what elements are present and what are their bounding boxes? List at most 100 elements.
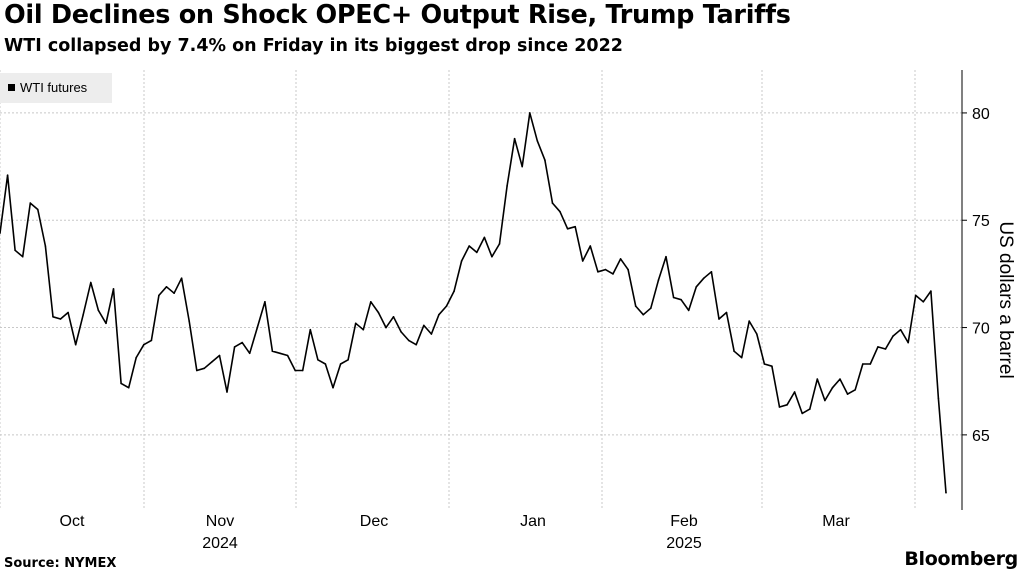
- x-tick-label: Mar: [822, 513, 850, 530]
- data-point: [884, 348, 887, 350]
- data-point: [892, 335, 894, 337]
- data-point: [445, 305, 448, 307]
- data-point: [642, 313, 645, 316]
- data-point: [317, 359, 319, 361]
- data-point: [44, 245, 47, 247]
- legend-label: WTI futures: [20, 80, 88, 95]
- data-point: [286, 354, 289, 357]
- y-tick-label: 75: [972, 213, 990, 230]
- source-note: Source: NYMEX: [4, 556, 117, 571]
- x-tick-year-label: 2024: [202, 535, 238, 552]
- data-point: [460, 260, 463, 262]
- data-point: [665, 255, 667, 258]
- data-point: [809, 408, 811, 410]
- data-point: [476, 251, 478, 254]
- data-point: [831, 386, 834, 389]
- data-point: [604, 268, 607, 271]
- data-point: [37, 208, 39, 211]
- data-point: [536, 140, 539, 142]
- data-point: [21, 255, 24, 258]
- data-point: [680, 298, 682, 301]
- data-point: [869, 363, 872, 365]
- data-point: [264, 301, 266, 303]
- data-point: [362, 328, 365, 331]
- data-point: [657, 279, 660, 282]
- x-tick-label: Feb: [670, 513, 698, 530]
- data-point: [725, 311, 728, 314]
- data-point: [733, 350, 735, 353]
- y-tick-labels: 65 70 75 80: [962, 106, 990, 445]
- y-tick-label: 65: [972, 428, 990, 445]
- data-point: [347, 359, 349, 361]
- data-point: [566, 228, 569, 230]
- data-point: [74, 343, 77, 346]
- data-point: [233, 346, 236, 348]
- data-point: [786, 404, 788, 406]
- data-point: [173, 292, 175, 295]
- data-point: [771, 365, 773, 368]
- data-point: [839, 378, 841, 380]
- data-point: [672, 296, 675, 299]
- data-point: [226, 391, 228, 393]
- data-point: [695, 286, 698, 288]
- data-point: [763, 363, 766, 365]
- data-point: [430, 333, 433, 335]
- data-point: [339, 363, 342, 365]
- data-point: [483, 236, 486, 239]
- data-point: [937, 397, 940, 400]
- data-point: [687, 309, 690, 312]
- data-point: [90, 281, 92, 284]
- data-point: [332, 386, 334, 389]
- data-point: [559, 210, 561, 213]
- y-tick-label: 80: [972, 106, 990, 123]
- data-point: [82, 313, 84, 316]
- data-point: [241, 341, 243, 344]
- data-point: [756, 333, 758, 335]
- data-point: [862, 363, 864, 365]
- data-point: [97, 309, 100, 312]
- data-point: [922, 301, 925, 303]
- data-point: [67, 311, 69, 314]
- data-point: [877, 346, 879, 348]
- data-point: [619, 258, 622, 260]
- chart-legend: WTI futures: [0, 73, 112, 103]
- data-point: [407, 339, 410, 342]
- data-point: [914, 294, 917, 297]
- data-point: [945, 492, 947, 494]
- data-point: [385, 326, 387, 329]
- data-point: [0, 232, 1, 234]
- data-point: [271, 350, 274, 353]
- data-point: [824, 399, 826, 402]
- data-point: [748, 320, 750, 322]
- data-point: [544, 159, 546, 161]
- data-point: [491, 255, 493, 258]
- data-point: [180, 277, 183, 280]
- data-point: [423, 324, 425, 327]
- data-point: [529, 112, 531, 114]
- data-point: [294, 369, 297, 372]
- data-point: [370, 301, 372, 303]
- x-tick-label: Oct: [60, 513, 85, 530]
- data-point: [203, 367, 206, 370]
- data-point: [793, 391, 796, 393]
- data-point: [627, 268, 629, 271]
- data-point: [718, 318, 720, 320]
- chart-title: Oil Declines on Shock OPEC+ Output Rise,…: [4, 0, 791, 30]
- data-point: [400, 331, 402, 333]
- data-point: [468, 245, 471, 247]
- data-point: [165, 286, 168, 288]
- data-point: [710, 271, 713, 273]
- data-point: [581, 260, 584, 262]
- data-point: [301, 369, 304, 372]
- data-point: [506, 185, 508, 187]
- data-point: [778, 406, 781, 408]
- data-point: [158, 294, 160, 297]
- data-point: [650, 307, 652, 310]
- data-point: [127, 386, 130, 389]
- data-point: [589, 245, 592, 247]
- data-point: [597, 271, 599, 273]
- x-tick-label: Nov: [206, 513, 234, 530]
- data-point: [150, 339, 153, 342]
- data-point: [513, 137, 516, 140]
